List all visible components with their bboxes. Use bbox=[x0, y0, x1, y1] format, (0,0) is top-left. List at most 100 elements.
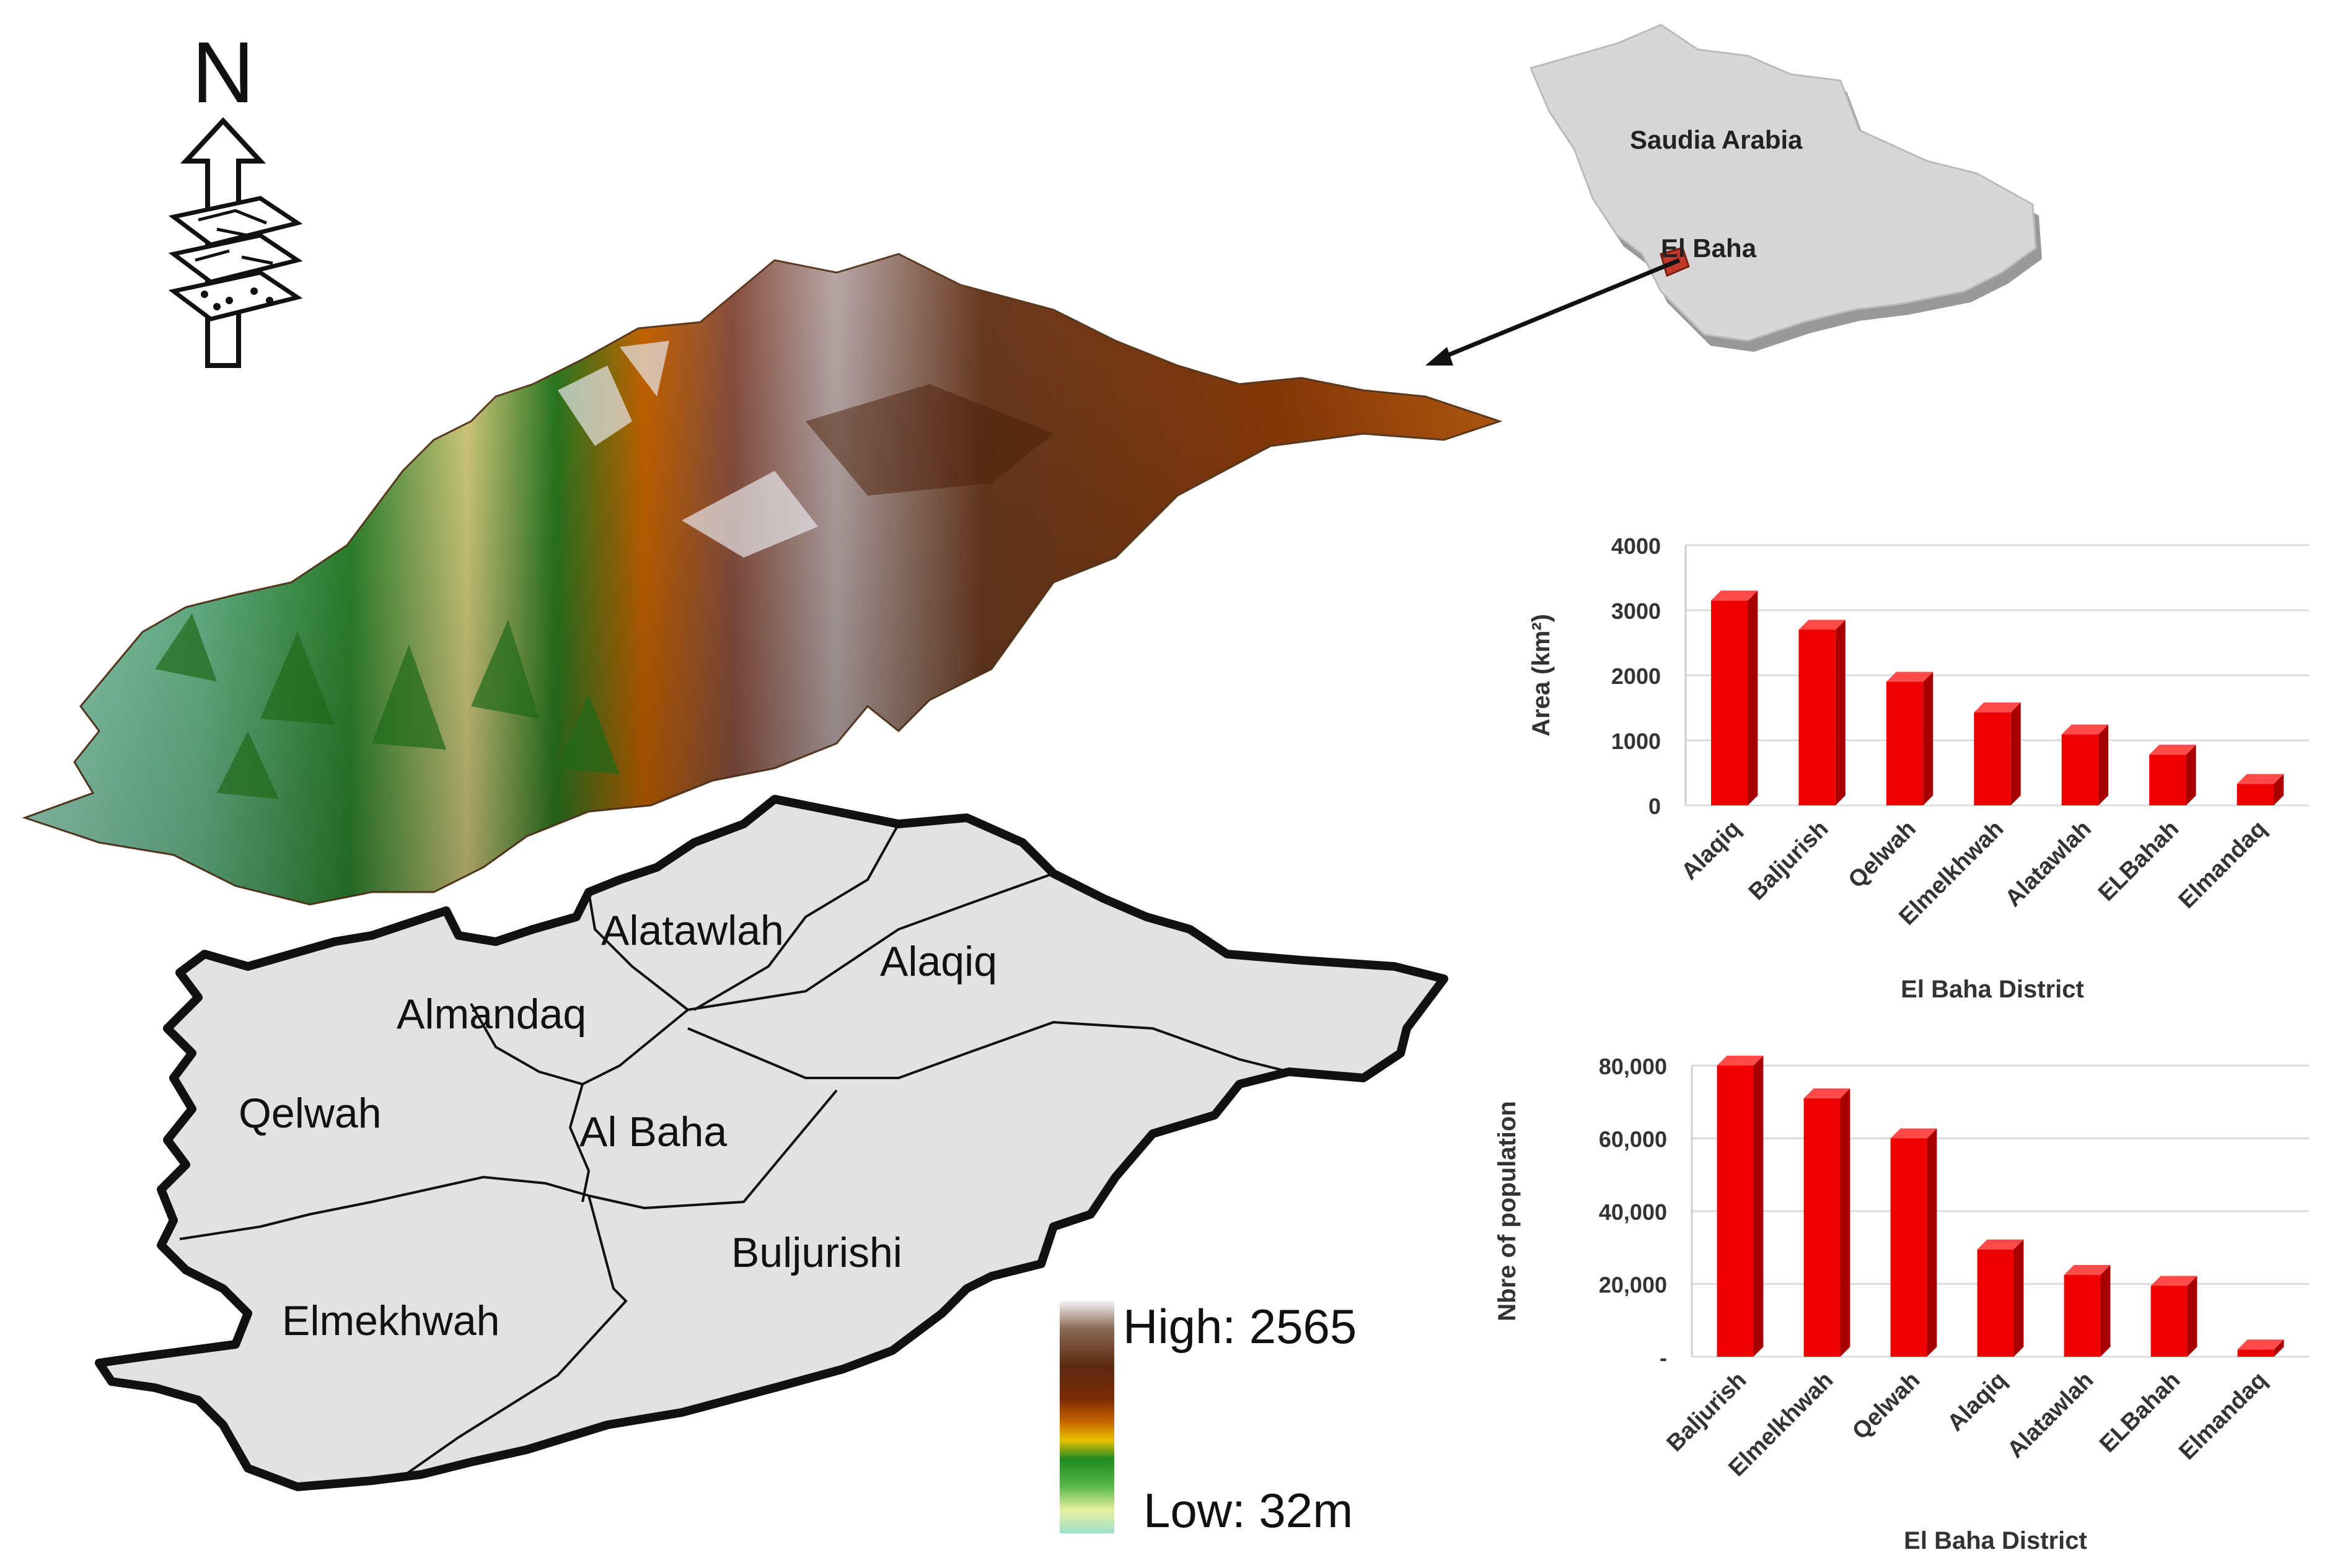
population-bar-chart: -20,00040,00060,00080,000BaljurishElmelk… bbox=[1494, 1054, 2309, 1554]
bar-front bbox=[2237, 784, 2274, 805]
x-tick-label: Alaqiq bbox=[1676, 816, 1746, 885]
3d-elevation-model bbox=[22, 253, 1503, 906]
bar-side bbox=[2098, 724, 2109, 805]
x-tick-label: Baljurish bbox=[1744, 816, 1834, 906]
bar-front bbox=[1711, 600, 1748, 805]
bar-front bbox=[2237, 1349, 2274, 1357]
north-letter: N bbox=[191, 24, 254, 121]
bar-top bbox=[2237, 774, 2284, 784]
y-tick-label: 2000 bbox=[1611, 664, 1661, 689]
district-label: Al Baha bbox=[579, 1108, 727, 1155]
bar-side bbox=[1840, 1088, 1850, 1357]
bar-top bbox=[2237, 1339, 2284, 1350]
bar-front bbox=[1977, 1249, 2014, 1357]
x-tick-label: ELBahah bbox=[2095, 1367, 2185, 1458]
x-axis-title: El Baha District bbox=[1904, 1527, 2087, 1554]
y-tick-label: 40,000 bbox=[1599, 1199, 1667, 1225]
elevation-color-ramp bbox=[1060, 1301, 1114, 1533]
bar bbox=[1798, 620, 1846, 805]
y-tick-label: 3000 bbox=[1611, 598, 1661, 624]
bar-side bbox=[2013, 1239, 2024, 1357]
bar-top bbox=[1798, 620, 1846, 630]
bar bbox=[1711, 590, 1758, 805]
y-tick-label: 0 bbox=[1648, 794, 1661, 819]
bar bbox=[1974, 702, 2021, 805]
district-label: Buljurishi bbox=[731, 1229, 902, 1276]
bar-side bbox=[1923, 672, 1934, 805]
bar-front bbox=[2149, 755, 2186, 805]
bar bbox=[1977, 1239, 2024, 1357]
bar-top bbox=[2149, 745, 2196, 755]
north-arrow-icon: N bbox=[168, 24, 303, 368]
x-tick-label: Qelwah bbox=[1847, 1367, 1925, 1445]
bar-front bbox=[2150, 1285, 2188, 1357]
x-tick-label: ELBahah bbox=[2093, 816, 2184, 906]
district-label: Elmekhwah bbox=[282, 1297, 500, 1344]
inset-region-label: El Baha bbox=[1661, 234, 1757, 263]
inset-map-saudi-arabia: Saudia Arabia El Baha bbox=[1529, 24, 2042, 352]
elevation-high-label: High: 2565 bbox=[1123, 1299, 1357, 1354]
bar bbox=[1886, 672, 1934, 805]
y-axis-title: Nbre of population bbox=[1494, 1101, 1521, 1321]
district-label: Alaqiq bbox=[880, 938, 997, 985]
bar-front bbox=[1798, 629, 1836, 805]
x-tick-label: Baljurish bbox=[1662, 1367, 1752, 1457]
bar-front bbox=[1803, 1098, 1841, 1357]
district-map: Alatawlah Alaqiq Almandaq Qelwah Al Baha… bbox=[95, 795, 1448, 1491]
inset-country-label: Saudia Arabia bbox=[1630, 125, 1803, 154]
bar-front bbox=[1886, 681, 1924, 805]
x-tick-label: Alatawlah bbox=[2002, 1367, 2098, 1463]
bar-top bbox=[1977, 1239, 2024, 1250]
bar-top bbox=[2150, 1276, 2198, 1286]
x-tick-label: Elmandaq bbox=[2174, 1367, 2272, 1465]
bar bbox=[2061, 724, 2109, 805]
y-tick-label: 60,000 bbox=[1599, 1127, 1667, 1152]
bar-side bbox=[2273, 774, 2284, 805]
x-tick-label: Alaqiq bbox=[1943, 1367, 2012, 1437]
bar-top bbox=[1886, 672, 1934, 682]
bar-side bbox=[1753, 1056, 1764, 1357]
x-axis-title: El Baha District bbox=[1901, 976, 2084, 1003]
bar-top bbox=[2064, 1264, 2111, 1275]
bar-side bbox=[2010, 702, 2021, 805]
elevation-legend: High: 2565 Low: 32m bbox=[1060, 1299, 1357, 1538]
x-tick-label: Alatawlah bbox=[2000, 816, 2096, 912]
district-label: Almandaq bbox=[397, 991, 586, 1038]
y-tick-label: - bbox=[1660, 1345, 1667, 1370]
y-tick-label: 80,000 bbox=[1599, 1054, 1667, 1079]
bar-front bbox=[2061, 734, 2099, 805]
district-label: Alatawlah bbox=[601, 907, 784, 954]
bar-front bbox=[1890, 1138, 1927, 1357]
bar bbox=[1803, 1088, 1850, 1357]
bar-side bbox=[1927, 1128, 1937, 1357]
bar-front bbox=[1717, 1066, 1754, 1357]
bar-side bbox=[2100, 1264, 2111, 1357]
y-tick-label: 20,000 bbox=[1599, 1272, 1667, 1298]
bar-top bbox=[1803, 1088, 1850, 1098]
bar bbox=[2150, 1276, 2198, 1357]
bar bbox=[1717, 1056, 1764, 1357]
bar-side bbox=[1748, 590, 1758, 805]
bar-front bbox=[1974, 712, 2011, 805]
bar-top bbox=[1711, 590, 1758, 601]
bar-side bbox=[1835, 620, 1846, 805]
bar-top bbox=[1974, 702, 2021, 712]
bar bbox=[2237, 1339, 2284, 1357]
bar-side bbox=[2274, 1339, 2284, 1357]
bar bbox=[2149, 745, 2196, 805]
bar bbox=[2237, 774, 2284, 805]
bar-top bbox=[2061, 724, 2109, 735]
bar-front bbox=[2064, 1274, 2101, 1357]
y-tick-label: 4000 bbox=[1611, 533, 1661, 559]
elevation-low-label: Low: 32m bbox=[1143, 1483, 1353, 1538]
location-pointer-arrow bbox=[1425, 258, 1681, 366]
district-label: Qelwah bbox=[239, 1090, 382, 1137]
x-tick-label: Elmandaq bbox=[2174, 816, 2272, 914]
x-tick-label: Qelwah bbox=[1844, 816, 1921, 893]
y-tick-label: 1000 bbox=[1611, 729, 1661, 754]
bar-side bbox=[2186, 745, 2196, 805]
bar-top bbox=[1890, 1128, 1937, 1139]
bar-side bbox=[2187, 1276, 2198, 1357]
bar bbox=[1890, 1128, 1937, 1357]
